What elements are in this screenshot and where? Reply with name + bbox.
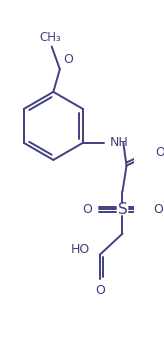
Text: O: O <box>153 203 163 216</box>
Text: NH: NH <box>110 135 128 148</box>
Text: O: O <box>155 146 164 159</box>
Text: CH₃: CH₃ <box>39 31 61 44</box>
Text: O: O <box>63 53 73 66</box>
Text: S: S <box>118 202 127 217</box>
Text: O: O <box>95 284 105 297</box>
Text: HO: HO <box>71 243 90 256</box>
Text: O: O <box>82 203 92 216</box>
